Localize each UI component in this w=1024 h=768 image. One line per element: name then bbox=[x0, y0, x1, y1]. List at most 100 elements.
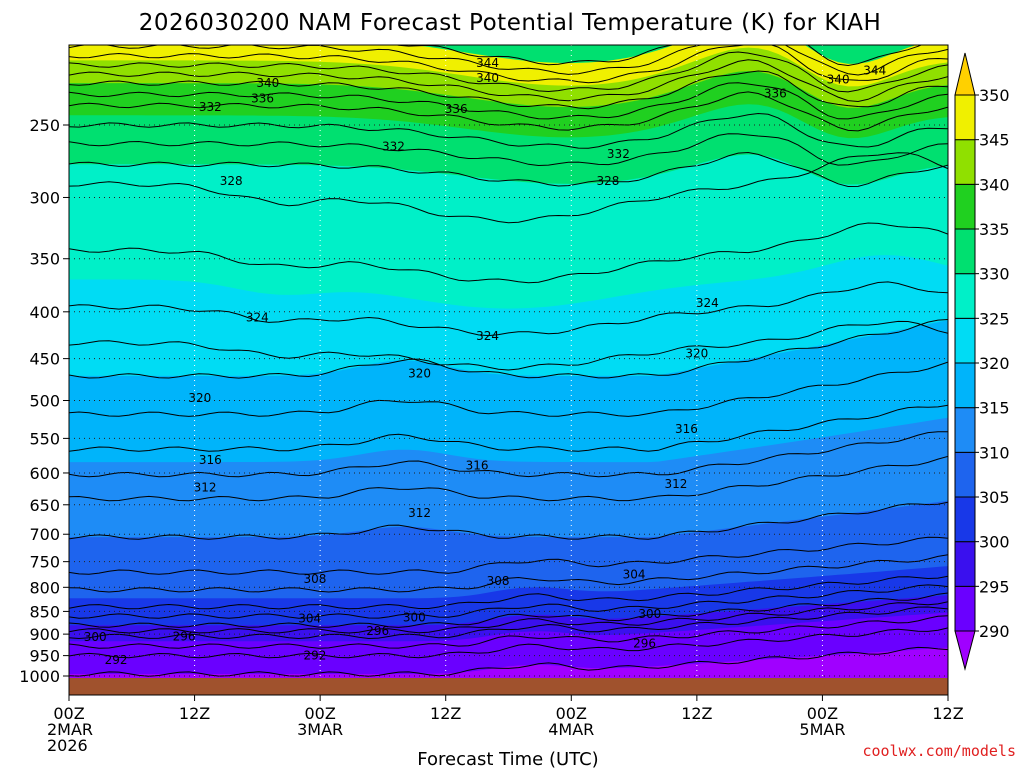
x-axis-label: Forecast Time (UTC) bbox=[417, 749, 598, 768]
colorbar-segment bbox=[954, 585, 976, 632]
contour-label: 308 bbox=[303, 572, 326, 586]
x-tick-label: 3MAR bbox=[297, 720, 343, 739]
contour-line bbox=[69, 584, 948, 619]
contour-label: 328 bbox=[596, 174, 619, 188]
contour-label: 344 bbox=[863, 64, 886, 78]
contour-label: 332 bbox=[382, 140, 405, 154]
contour-label: 296 bbox=[366, 624, 389, 638]
colorbar-segment bbox=[954, 362, 976, 409]
x-tick-label: 00Z bbox=[556, 704, 587, 723]
colorbar-label: 345 bbox=[979, 131, 1010, 150]
contour-label: 312 bbox=[664, 477, 687, 491]
x-tick-label: 00Z bbox=[304, 704, 335, 723]
contour-line bbox=[69, 281, 948, 337]
contour-label: 340 bbox=[256, 76, 279, 90]
contour-line bbox=[69, 45, 948, 84]
x-tick-label: 2MAR bbox=[47, 720, 93, 739]
colorbar-segment bbox=[954, 94, 976, 141]
colorbar-segment bbox=[954, 451, 976, 498]
contour-line bbox=[69, 70, 948, 110]
contour-line bbox=[69, 319, 948, 379]
y-tick-label: 500 bbox=[29, 392, 60, 411]
colorbar-label: 305 bbox=[979, 488, 1010, 507]
contour-line bbox=[69, 59, 948, 103]
contour-label: 316 bbox=[199, 453, 222, 467]
contour-label: 340 bbox=[827, 73, 850, 87]
theta-contours bbox=[69, 45, 948, 677]
colorbar-segment bbox=[954, 228, 976, 275]
y-tick-label: 750 bbox=[29, 553, 60, 572]
contour-line bbox=[69, 112, 948, 149]
x-tick-label: 5MAR bbox=[799, 720, 845, 739]
contour-line bbox=[69, 592, 948, 628]
chart-title: 2026030200 NAM Forecast Potential Temper… bbox=[139, 10, 882, 36]
contour-line bbox=[69, 222, 948, 284]
contour-label: 300 bbox=[84, 630, 107, 644]
contour-label: 324 bbox=[696, 296, 719, 310]
x-tick-label: 4MAR bbox=[548, 720, 594, 739]
colorbar-label: 290 bbox=[979, 622, 1010, 641]
y-tick-label: 650 bbox=[29, 496, 60, 515]
y-axis: 250 300 350 400 450 500 550 600 650 700 750 800 850 9… bbox=[19, 116, 69, 686]
y-tick-label: 450 bbox=[29, 350, 60, 369]
contour-label: 328 bbox=[220, 174, 243, 188]
contour-line bbox=[69, 320, 948, 371]
x-tick-label: 12Z bbox=[932, 704, 963, 723]
contour-label: 320 bbox=[188, 391, 211, 405]
contour-line bbox=[69, 575, 948, 610]
colorbar-segment bbox=[954, 139, 976, 185]
theta-bands bbox=[69, 45, 948, 678]
colorbar-segment bbox=[954, 407, 976, 453]
x-tick-label: 12Z bbox=[681, 704, 712, 723]
colorbar-segment bbox=[954, 183, 976, 230]
colorbar-segment bbox=[954, 273, 976, 319]
contour-line bbox=[69, 554, 948, 593]
colorbar-segment bbox=[954, 317, 976, 364]
contour-line bbox=[69, 536, 948, 575]
y-tick-label: 700 bbox=[29, 525, 60, 544]
contour-label: 312 bbox=[408, 506, 431, 520]
contour-line bbox=[69, 615, 948, 649]
contour-label: 292 bbox=[105, 653, 128, 667]
contour-line bbox=[69, 91, 948, 132]
colorbar-label: 335 bbox=[979, 220, 1010, 239]
contour-line bbox=[69, 51, 948, 93]
contour-label: 316 bbox=[466, 459, 489, 473]
colorbar-label: 325 bbox=[979, 309, 1010, 328]
colorbar-segment bbox=[954, 496, 976, 543]
colorbar-label: 340 bbox=[979, 175, 1010, 194]
contour-label: 324 bbox=[246, 311, 269, 325]
y-tick-label: 900 bbox=[29, 625, 60, 644]
y-tick-label: 250 bbox=[29, 116, 60, 135]
contour-line bbox=[394, 45, 923, 67]
contour-label: 344 bbox=[476, 56, 499, 70]
contour-label: 296 bbox=[633, 636, 656, 650]
y-tick-label: 600 bbox=[29, 464, 60, 483]
contour-line bbox=[69, 45, 948, 76]
y-tick-label: 850 bbox=[29, 602, 60, 621]
colorbar-label: 295 bbox=[979, 577, 1010, 596]
contour-label: 332 bbox=[607, 147, 630, 161]
theta-band bbox=[69, 647, 948, 678]
contour-label: 308 bbox=[487, 574, 510, 588]
plot-frame bbox=[68, 44, 949, 696]
contour-line bbox=[69, 601, 948, 634]
contour-label: 336 bbox=[445, 102, 468, 116]
contour-label: 336 bbox=[764, 87, 787, 101]
contour-line bbox=[69, 606, 948, 640]
contour-line bbox=[69, 646, 948, 677]
y-tick-label: 550 bbox=[29, 429, 60, 448]
contour-label: 332 bbox=[199, 100, 222, 114]
contour-label: 312 bbox=[194, 480, 217, 494]
x-tick-label: 2026 bbox=[47, 736, 88, 755]
colorbar-segment bbox=[954, 541, 976, 587]
contour-label: 320 bbox=[408, 366, 431, 380]
y-tick-label: 950 bbox=[29, 647, 60, 666]
x-tick-label: 12Z bbox=[430, 704, 461, 723]
colorbar-label: 310 bbox=[979, 443, 1010, 462]
contour-line bbox=[69, 501, 948, 540]
colorbar-label: 320 bbox=[979, 354, 1010, 373]
